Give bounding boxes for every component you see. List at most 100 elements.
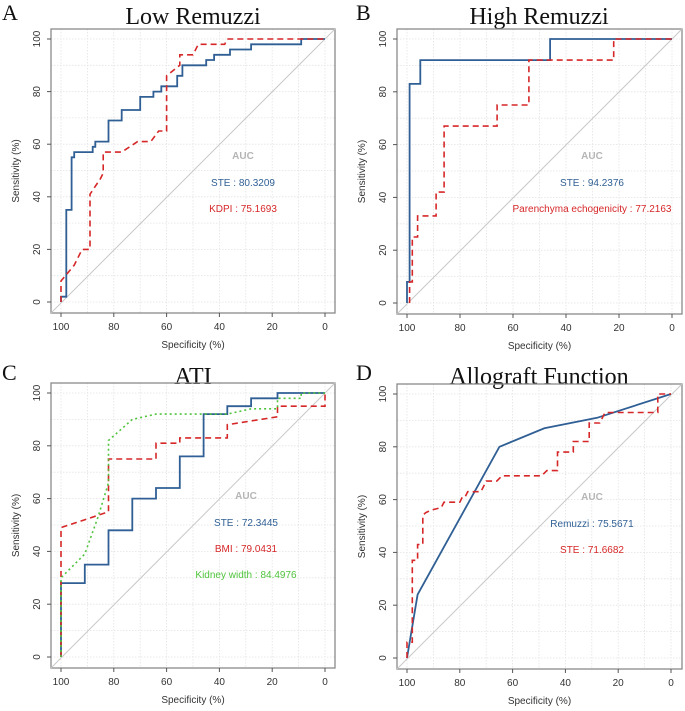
y-tick-label: 100 [32,30,43,47]
reference-diagonal [50,28,336,314]
roc-curve-kidney-width [60,392,325,657]
auc-header: AUC [581,151,603,162]
y-tick-label: 20 [32,598,43,610]
y-tick-label: 60 [378,494,389,506]
y-tick-label: 100 [378,30,389,47]
x-axis-title: Specificity (%) [508,696,571,707]
roc-curve-ste [406,393,671,658]
roc-curve-bmi [60,393,326,657]
y-tick-label: 40 [32,191,43,203]
roc-curve-ste [60,38,325,302]
x-tick-label: 0 [322,677,328,688]
roc-plot: 100 80 60 40 20 0 0 20 40 60 80 100 Specificity (%) S… [357,28,683,352]
panel-title: Allograft Function [449,364,629,390]
x-tick-label: 80 [108,677,120,688]
x-axis-title: Specificity (%) [508,341,571,352]
x-tick-label: 80 [454,678,466,689]
x-tick-label: 40 [214,322,226,333]
plot-frame [396,383,683,670]
x-tick-label: 40 [214,677,226,688]
y-tick-label: 100 [32,384,43,401]
roc-plot: 100 80 60 40 20 0 0 20 40 60 80 100 Specificity (%) S… [11,28,336,351]
y-tick-label: 20 [32,243,43,255]
x-tick-label: 100 [399,323,416,334]
y-tick-label: 60 [32,493,43,505]
plot-frame [50,382,336,669]
y-tick-label: 40 [378,546,389,558]
auc-value-label: STE : 72.3445 [214,518,278,529]
y-tick-label: 80 [378,86,389,98]
x-tick-label: 60 [507,678,519,689]
y-tick-label: 40 [32,545,43,557]
x-tick-label: 60 [161,322,173,333]
plot-frame [50,28,336,314]
auc-header: AUC [235,491,257,502]
auc-value-label: STE : 80.3209 [211,178,275,189]
x-tick-label: 20 [613,678,625,689]
y-tick-label: 80 [32,440,43,452]
panel-title: ATI [174,364,212,390]
roc-curve-remuzzi [406,393,672,659]
y-tick-label: 60 [378,139,389,151]
roc-curve-parenchyma-echogenicity [408,38,672,303]
x-axis-title: Specificity (%) [161,695,224,706]
y-tick-label: 100 [378,385,389,402]
y-tick-label: 80 [32,86,43,98]
y-tick-label: 0 [378,655,389,661]
reference-diagonal [396,383,683,670]
x-tick-label: 60 [161,677,173,688]
x-tick-label: 20 [613,323,625,334]
x-tick-label: 0 [668,678,674,689]
panel-letter: A [2,0,18,25]
auc-value-label: Remuzzi : 75.5671 [550,519,634,530]
x-tick-label: 20 [267,322,279,333]
y-tick-label: 20 [378,599,389,611]
panel-c: C ATI 100 80 60 40 20 0 0 20 40 60 80 100 Specificit… [0,0,342,711]
auc-value-label: Parenchyma echogenicity : 77.2163 [513,204,672,215]
y-tick-label: 80 [378,441,389,453]
y-tick-label: 40 [378,191,389,203]
auc-header: AUC [581,492,603,503]
y-tick-label: 60 [32,138,43,150]
x-axis-title: Specificity (%) [161,340,224,351]
panel-a: A Low Remuzzi 100 80 60 40 20 0 0 20 40 60 80 100 Sp… [0,0,342,355]
y-axis-title: Sensitivity (%) [357,140,368,203]
y-axis-title: Sensitivity (%) [357,495,368,558]
auc-value-label: KDPI : 75.1693 [209,204,277,215]
auc-header: AUC [232,151,254,162]
panel-b: B High Remuzzi 100 80 60 40 20 0 0 20 40 60 80 100 S… [0,0,685,355]
auc-value-label: Kidney width : 84.4976 [195,570,297,581]
x-tick-label: 100 [53,677,70,688]
auc-value-label: STE : 71.6682 [560,545,624,556]
roc-curve-ste [60,392,325,657]
panel-title: Low Remuzzi [125,4,261,30]
panel-title: High Remuzzi [469,4,609,30]
x-tick-label: 40 [560,678,572,689]
reference-diagonal [50,382,336,669]
plot-frame [396,28,683,315]
panel-letter: C [2,360,17,385]
x-tick-label: 0 [322,322,328,333]
y-tick-label: 0 [32,299,43,305]
auc-value-label: STE : 94.2376 [560,178,624,189]
y-tick-label: 0 [378,300,389,306]
x-tick-label: 20 [267,677,279,688]
x-tick-label: 100 [399,678,416,689]
panel-letter: B [356,0,371,25]
roc-plot: 100 80 60 40 20 0 0 20 40 60 80 100 Specificity (%) S… [11,382,336,706]
x-tick-label: 0 [669,323,675,334]
roc-curve-kdpi [60,38,325,302]
auc-value-label: BMI : 79.0431 [215,544,278,555]
y-tick-label: 20 [378,244,389,256]
x-tick-label: 40 [560,323,572,334]
x-tick-label: 80 [454,323,466,334]
y-axis-title: Sensitivity (%) [11,139,22,202]
x-tick-label: 80 [108,322,120,333]
y-axis-title: Sensitivity (%) [11,494,22,557]
roc-curve-ste [406,38,672,303]
y-tick-label: 0 [32,654,43,660]
panel-letter: D [356,360,372,385]
x-tick-label: 100 [53,322,70,333]
